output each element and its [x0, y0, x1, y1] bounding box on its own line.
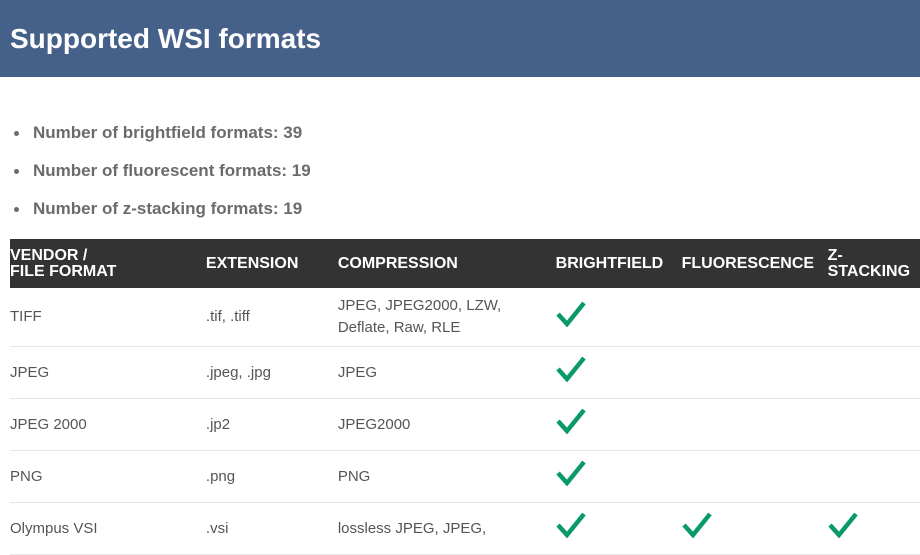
- extension-cell: .png: [205, 450, 338, 503]
- extension-cell: .tif, .tiff: [205, 288, 338, 347]
- zstacking-cell: [827, 450, 920, 503]
- brightfield-cell: [555, 502, 682, 555]
- check-icon: [555, 301, 586, 327]
- table-row: PNG .png PNG: [10, 450, 920, 503]
- fluorescence-cell: [681, 346, 828, 399]
- zstacking-cell: [827, 502, 920, 555]
- format-cell: TIFF: [10, 288, 206, 347]
- page-header: Supported WSI formats: [0, 0, 920, 77]
- extension-cell: .jpeg, .jpg: [205, 346, 338, 399]
- table-row: TIFF .tif, .tiff JPEG, JPEG2000, LZW, Defl…: [10, 288, 920, 347]
- stat-fluorescent: Number of fluorescent formats: 19: [14, 152, 311, 190]
- format-cell: PNG: [10, 450, 206, 503]
- format-cell: JPEG: [10, 346, 206, 399]
- check-icon: [555, 460, 586, 487]
- page-title: Supported WSI formats: [10, 22, 322, 54]
- fluorescence-cell: [681, 502, 828, 555]
- col-brightfield: BRIGHTFIELD: [555, 239, 682, 288]
- fluorescence-cell: [681, 398, 828, 451]
- brightfield-cell: [555, 346, 682, 399]
- check-icon: [555, 356, 586, 383]
- brightfield-cell: [555, 288, 682, 347]
- compression-cell: JPEG: [337, 346, 556, 399]
- table-row: JPEG .jpeg, .jpg JPEG: [10, 346, 920, 399]
- extension-cell: .vsi: [205, 502, 338, 555]
- check-icon: [555, 512, 586, 539]
- compression-cell: JPEG, JPEG2000, LZW, Deflate, Raw, RLE: [337, 288, 556, 347]
- table-row: JPEG 2000 .jp2 JPEG2000: [10, 398, 920, 451]
- format-cell: Olympus VSI: [10, 502, 206, 555]
- check-icon: [827, 512, 858, 539]
- stat-brightfield: Number of brightfield formats: 39: [14, 114, 311, 152]
- brightfield-cell: [555, 450, 682, 503]
- compression-cell: PNG: [337, 450, 556, 503]
- brightfield-cell: [555, 398, 682, 451]
- extension-cell: .jp2: [205, 398, 338, 451]
- col-zstacking: Z-STACKING: [827, 239, 920, 288]
- zstacking-cell: [827, 288, 920, 347]
- col-fluorescence: FLUORESCENCE: [681, 239, 828, 288]
- zstacking-cell: [827, 346, 920, 399]
- col-format: VENDOR / FILE FORMAT: [10, 239, 206, 288]
- stat-zstacking: Number of z-stacking formats: 19: [14, 190, 311, 228]
- table-row: Olympus VSI .vsi lossless JPEG, JPEG,: [10, 502, 920, 555]
- formats-table: VENDOR / FILE FORMAT EXTENSION COMPRESSI…: [10, 239, 920, 555]
- fluorescence-cell: [681, 450, 828, 503]
- format-stats: Number of brightfield formats: 39 Number…: [14, 114, 311, 228]
- format-cell: JPEG 2000: [10, 398, 206, 451]
- col-extension: EXTENSION: [205, 239, 338, 288]
- check-icon: [555, 408, 586, 435]
- compression-cell: lossless JPEG, JPEG,: [337, 502, 556, 555]
- fluorescence-cell: [681, 288, 828, 347]
- col-compression: COMPRESSION: [337, 239, 556, 288]
- check-icon: [681, 512, 712, 539]
- zstacking-cell: [827, 398, 920, 451]
- compression-cell: JPEG2000: [337, 398, 556, 451]
